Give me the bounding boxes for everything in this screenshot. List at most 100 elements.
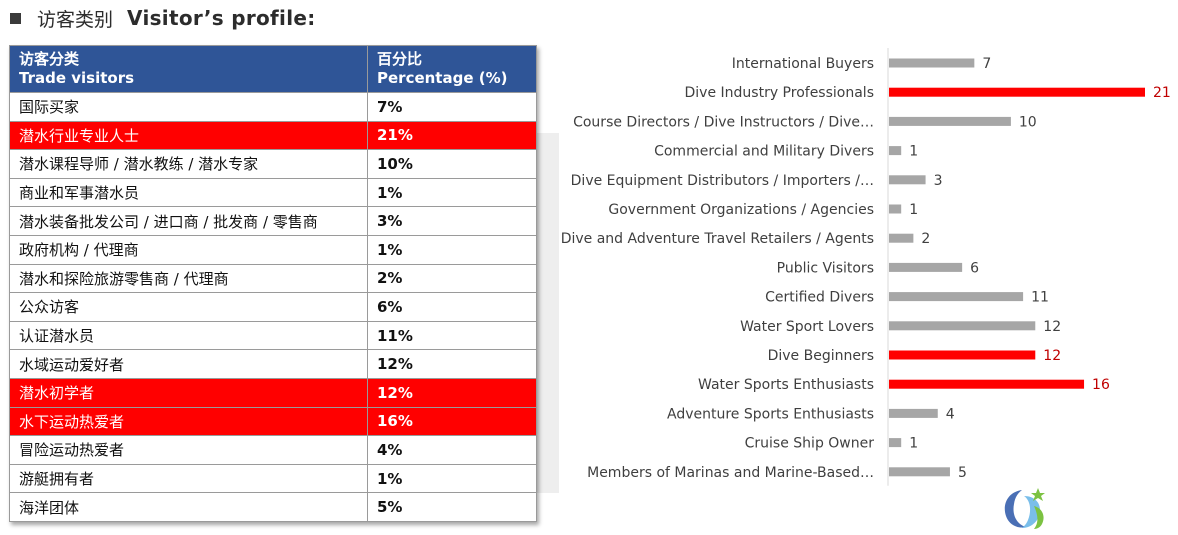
row-label: 海洋团体 bbox=[9, 492, 368, 522]
category-label: Dive Industry Professionals bbox=[685, 85, 875, 101]
table-row: 潜水行业专业人士 21% bbox=[9, 120, 537, 151]
bar bbox=[889, 438, 902, 448]
table-row: 海洋团体 5% bbox=[9, 492, 537, 522]
row-label: 潜水行业专业人士 bbox=[9, 120, 368, 151]
row-percentage: 3% bbox=[367, 206, 537, 236]
row-label: 公众访客 bbox=[9, 292, 368, 322]
category-label: International Buyers bbox=[732, 56, 874, 72]
heading-cn: 访客类别 bbox=[37, 8, 114, 31]
row-label: 潜水课程导师 / 潜水教练 / 潜水专家 bbox=[9, 149, 368, 179]
table-row: 公众访客 6% bbox=[9, 292, 537, 322]
row-percentage: 4% bbox=[367, 435, 537, 465]
category-label: Government Organizations / Agencies bbox=[608, 202, 874, 218]
data-label: 10 bbox=[1019, 114, 1037, 130]
row-percentage: 21% bbox=[367, 120, 537, 151]
table-row: 潜水装备批发公司 / 进口商 / 批发商 / 零售商 3% bbox=[9, 206, 537, 236]
visitor-bar-chart: International Buyers 7 Dive Industry Profe… bbox=[561, 48, 1171, 486]
header-col1-en: Trade visitors bbox=[19, 69, 135, 87]
table-row: 水域运动爱好者 12% bbox=[9, 349, 537, 379]
row-percentage: 1% bbox=[367, 177, 537, 208]
bar bbox=[889, 408, 938, 418]
table-row: 潜水课程导师 / 潜水教练 / 潜水专家 10% bbox=[9, 149, 537, 179]
table-row: 政府机构 / 代理商 1% bbox=[9, 234, 537, 265]
row-percentage: 1% bbox=[367, 234, 537, 265]
category-label: Adventure Sports Enthusiasts bbox=[667, 406, 874, 422]
row-percentage: 5% bbox=[367, 492, 537, 522]
company-logo-icon bbox=[1004, 488, 1045, 529]
row-percentage: 11% bbox=[367, 320, 537, 351]
bar bbox=[889, 87, 1145, 97]
table-row: 商业和军事潜水员 1% bbox=[9, 177, 537, 208]
row-percentage: 7% bbox=[367, 92, 537, 122]
category-label: Water Sports Enthusiasts bbox=[698, 377, 874, 393]
row-label: 水下运动热爱者 bbox=[9, 406, 368, 437]
row-percentage: 6% bbox=[367, 292, 537, 322]
bar bbox=[889, 321, 1036, 331]
category-label: Dive Equipment Distributors / Importers … bbox=[571, 173, 874, 189]
table-body: 国际买家 7% 潜水行业专业人士 21% 潜水课程导师 / 潜水教练 / 潜水专家 10%… bbox=[9, 92, 537, 522]
header-col2-cn: 百分比 bbox=[377, 50, 423, 68]
data-label: 4 bbox=[946, 406, 955, 422]
bar bbox=[889, 467, 950, 477]
header-col2-en: Percentage (%) bbox=[377, 69, 508, 87]
row-percentage: 12% bbox=[367, 349, 537, 379]
row-label: 认证潜水员 bbox=[9, 320, 368, 351]
row-label: 冒险运动热爱者 bbox=[9, 435, 368, 465]
bar bbox=[889, 175, 926, 185]
table-row: 认证潜水员 11% bbox=[9, 320, 537, 351]
header-percentage: 百分比 Percentage (%) bbox=[367, 45, 537, 93]
table-row: 潜水初学者 12% bbox=[9, 377, 537, 408]
data-label: 5 bbox=[958, 465, 967, 481]
bar bbox=[889, 146, 902, 156]
section-heading: 访客类别 Visitor’s profile: bbox=[10, 4, 316, 32]
header-visitor-category: 访客分类 Trade visitors bbox=[9, 45, 368, 93]
bar bbox=[889, 350, 1036, 360]
data-label: 3 bbox=[934, 173, 943, 189]
row-label: 国际买家 bbox=[9, 92, 368, 122]
data-label: 1 bbox=[909, 202, 918, 218]
row-label: 政府机构 / 代理商 bbox=[9, 234, 368, 265]
category-label: Public Visitors bbox=[777, 260, 874, 276]
data-label: 12 bbox=[1043, 319, 1061, 335]
bar bbox=[889, 116, 1011, 126]
data-label: 2 bbox=[921, 231, 930, 247]
category-label: Certified Divers bbox=[765, 290, 874, 306]
background-panel bbox=[535, 133, 559, 493]
table-row: 冒险运动热爱者 4% bbox=[9, 435, 537, 465]
bar bbox=[889, 379, 1085, 389]
category-label: Course Directors / Dive Instructors / Di… bbox=[573, 114, 874, 130]
square-bullet-icon bbox=[10, 12, 21, 24]
bar bbox=[889, 233, 914, 243]
category-label: Commercial and Military Divers bbox=[654, 144, 874, 160]
row-label: 游艇拥有者 bbox=[9, 463, 368, 494]
row-label: 水域运动爱好者 bbox=[9, 349, 368, 379]
row-label: 潜水装备批发公司 / 进口商 / 批发商 / 零售商 bbox=[9, 206, 368, 236]
row-label: 潜水初学者 bbox=[9, 377, 368, 408]
category-label: Dive and Adventure Travel Retailers / Ag… bbox=[561, 231, 874, 247]
row-label: 商业和军事潜水员 bbox=[9, 177, 368, 208]
bar bbox=[889, 262, 963, 272]
header-col1-cn: 访客分类 bbox=[19, 50, 80, 68]
row-label: 潜水和探险旅游零售商 / 代理商 bbox=[9, 263, 368, 294]
bar bbox=[889, 58, 975, 68]
heading-en: Visitor’s profile: bbox=[127, 6, 316, 30]
data-label: 11 bbox=[1031, 290, 1049, 306]
data-label: 12 bbox=[1043, 348, 1061, 364]
table-row: 国际买家 7% bbox=[9, 92, 537, 122]
row-percentage: 2% bbox=[367, 263, 537, 294]
table-row: 潜水和探险旅游零售商 / 代理商 2% bbox=[9, 263, 537, 294]
table-row: 游艇拥有者 1% bbox=[9, 463, 537, 494]
data-label: 21 bbox=[1153, 85, 1171, 101]
data-label: 6 bbox=[970, 260, 979, 276]
bar bbox=[889, 204, 902, 214]
table-row: 水下运动热爱者 16% bbox=[9, 406, 537, 437]
table-header-row: 访客分类 Trade visitors 百分比 Percentage (%) bbox=[9, 45, 537, 93]
row-percentage: 16% bbox=[367, 406, 537, 437]
category-label: Water Sport Lovers bbox=[740, 319, 874, 335]
row-percentage: 1% bbox=[367, 463, 537, 494]
bar bbox=[889, 292, 1024, 302]
row-percentage: 10% bbox=[367, 149, 537, 179]
category-label: Cruise Ship Owner bbox=[745, 436, 875, 452]
data-label: 16 bbox=[1092, 377, 1110, 393]
data-label: 1 bbox=[909, 144, 918, 160]
